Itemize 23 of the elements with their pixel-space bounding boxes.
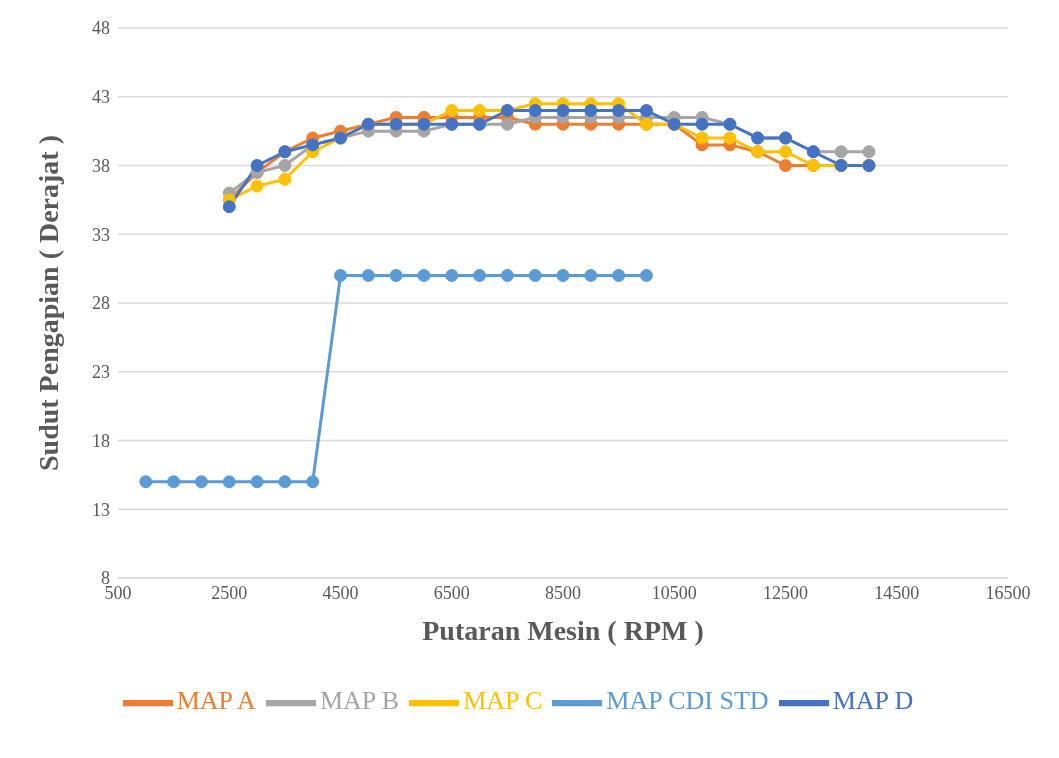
x-tick-label: 4500 [322,582,359,603]
x-tick-label: 8500 [545,582,581,603]
x-tick-label: 10500 [651,582,697,603]
x-tick-label: 12500 [763,582,808,603]
x-tick-label: 14500 [874,582,920,603]
legend-label: MAP D [832,685,914,715]
y-tick-label: 13 [92,499,110,520]
legend-label: MAP CDI STD [606,685,769,715]
legend-label: MAP A [176,685,256,715]
y-tick-label: 18 [92,430,110,451]
y-tick-label: 23 [92,362,110,383]
legend-label: MAP C [463,685,543,715]
legend-label: MAP B [319,685,400,715]
x-tick-label: 6500 [433,582,470,603]
y-axis-title: Sudut Pengapian ( Derajat ) [32,134,64,472]
y-tick-label: 48 [92,18,110,39]
x-axis-title: Putaran Mesin ( RPM ) [422,615,704,646]
x-tick-label: 2500 [211,582,248,603]
y-tick-label: 38 [92,155,110,176]
y-tick-label: 33 [92,224,110,245]
x-tick-label: 16500 [985,582,1031,603]
y-tick-label: 28 [92,293,110,314]
y-tick-label: 43 [92,87,110,108]
